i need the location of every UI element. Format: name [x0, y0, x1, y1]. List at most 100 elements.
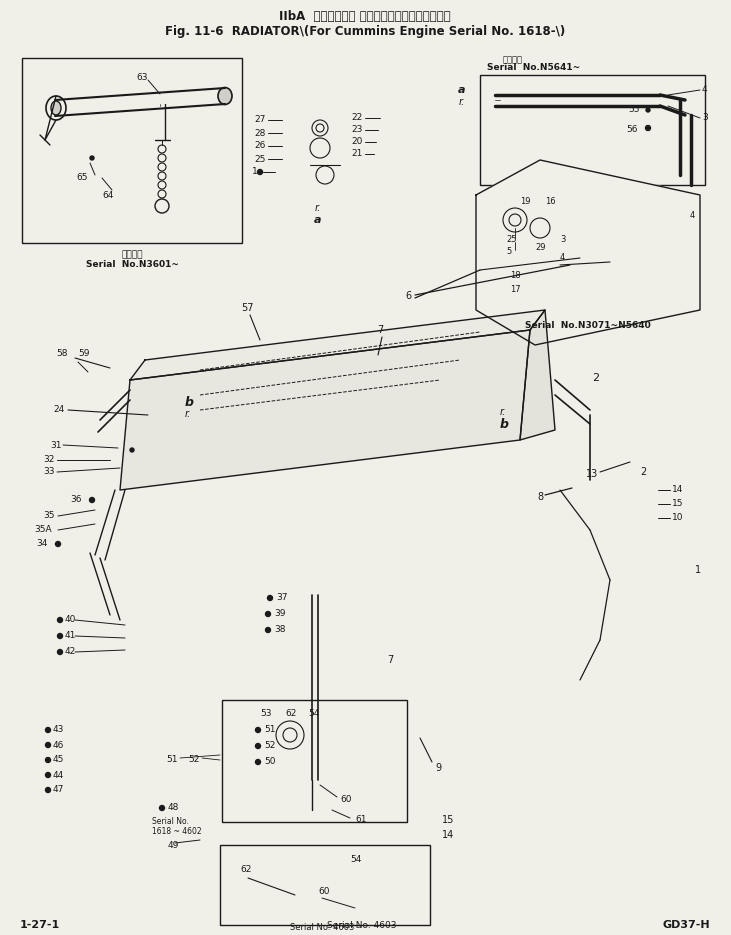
Text: 15: 15 — [442, 815, 455, 825]
Circle shape — [56, 541, 61, 546]
Text: 19: 19 — [520, 197, 531, 207]
Text: 2: 2 — [640, 467, 646, 477]
Text: 3: 3 — [702, 113, 708, 122]
Text: a: a — [458, 85, 466, 95]
Text: 60: 60 — [340, 796, 352, 804]
Text: IIbA  ラジエータ（ カミンズエンジン用通用号機: IIbA ラジエータ（ カミンズエンジン用通用号機 — [279, 9, 451, 22]
Text: 35: 35 — [44, 511, 55, 521]
Text: 15: 15 — [672, 499, 683, 509]
Text: 17: 17 — [510, 285, 520, 295]
Circle shape — [45, 727, 50, 732]
Text: 45: 45 — [53, 755, 64, 765]
Circle shape — [257, 169, 262, 175]
Text: Serial  No.N3071~N5640: Serial No.N3071~N5640 — [525, 321, 651, 329]
Text: 7: 7 — [387, 655, 393, 665]
Circle shape — [45, 742, 50, 747]
Text: 65: 65 — [76, 174, 88, 182]
Text: 20: 20 — [352, 137, 363, 147]
Text: Serial No. 4603 -: Serial No. 4603 - — [327, 920, 403, 929]
Text: 35A: 35A — [34, 525, 52, 535]
Text: 24: 24 — [54, 406, 65, 414]
Bar — [222, 700, 407, 822]
Text: 26: 26 — [254, 141, 266, 151]
Circle shape — [265, 611, 270, 616]
Circle shape — [256, 743, 260, 749]
Bar — [22, 58, 242, 243]
Text: 13: 13 — [586, 469, 598, 479]
Text: 8: 8 — [537, 492, 543, 502]
Polygon shape — [520, 310, 555, 440]
Text: 40: 40 — [65, 615, 76, 625]
Text: 58: 58 — [56, 349, 68, 357]
Text: 62: 62 — [240, 866, 251, 874]
Text: 5: 5 — [506, 248, 511, 256]
Text: 29: 29 — [535, 243, 545, 252]
Text: 4: 4 — [560, 253, 565, 263]
Text: 33: 33 — [44, 468, 55, 477]
Polygon shape — [476, 160, 700, 345]
Text: 27: 27 — [254, 116, 266, 124]
Text: 43: 43 — [53, 726, 64, 735]
Text: 25: 25 — [254, 154, 266, 164]
Text: 64: 64 — [102, 192, 114, 200]
Circle shape — [58, 650, 62, 654]
Text: 47: 47 — [53, 785, 64, 795]
Text: 1618 ~ 4602: 1618 ~ 4602 — [152, 827, 202, 837]
Text: 54: 54 — [308, 710, 319, 718]
Text: 6: 6 — [406, 291, 412, 301]
Text: 51: 51 — [264, 726, 276, 735]
Circle shape — [159, 805, 164, 811]
Text: 49: 49 — [168, 842, 179, 851]
Text: 1: 1 — [695, 565, 701, 575]
Text: 1: 1 — [252, 167, 258, 177]
Text: 14: 14 — [672, 485, 683, 495]
Text: 54: 54 — [350, 856, 361, 865]
Text: r.: r. — [315, 203, 321, 213]
Text: r.: r. — [185, 409, 192, 419]
Circle shape — [645, 125, 651, 131]
Circle shape — [256, 727, 260, 732]
Text: 図用号機: 図用号機 — [503, 55, 523, 65]
Text: 3: 3 — [560, 236, 565, 244]
Text: 50: 50 — [264, 757, 276, 767]
Text: r.: r. — [500, 407, 507, 417]
Text: 2: 2 — [592, 373, 599, 383]
Circle shape — [265, 627, 270, 632]
Text: 53: 53 — [260, 710, 271, 718]
Text: 52: 52 — [264, 741, 276, 751]
Text: 44: 44 — [53, 770, 64, 780]
Circle shape — [268, 596, 273, 600]
Text: 31: 31 — [50, 440, 62, 450]
Ellipse shape — [51, 101, 61, 115]
Circle shape — [58, 634, 62, 639]
Ellipse shape — [218, 88, 232, 105]
Text: b: b — [185, 396, 194, 409]
Polygon shape — [130, 310, 545, 380]
Text: a: a — [314, 215, 322, 225]
Circle shape — [89, 497, 94, 502]
Text: 57: 57 — [240, 303, 253, 313]
Text: 1-27-1: 1-27-1 — [20, 920, 60, 930]
Text: 16: 16 — [545, 197, 556, 207]
Ellipse shape — [46, 96, 66, 120]
Text: 55: 55 — [629, 106, 640, 114]
Text: b: b — [500, 418, 509, 430]
Text: 39: 39 — [274, 610, 286, 618]
Text: 4: 4 — [690, 210, 695, 220]
Text: 37: 37 — [276, 594, 287, 602]
Text: Serial No. 4603 -: Serial No. 4603 - — [290, 924, 360, 932]
Text: 42: 42 — [65, 648, 76, 656]
Text: 10: 10 — [672, 513, 683, 523]
Text: 59: 59 — [78, 349, 89, 357]
Bar — [220, 845, 430, 925]
Text: 18: 18 — [510, 270, 520, 280]
Text: 60: 60 — [318, 887, 330, 897]
Circle shape — [90, 156, 94, 160]
Text: 14: 14 — [442, 830, 454, 840]
Text: 62: 62 — [285, 710, 296, 718]
Text: 48: 48 — [168, 803, 179, 813]
Text: 36: 36 — [70, 496, 82, 505]
Text: Serial  No.N5641~: Serial No.N5641~ — [487, 64, 580, 73]
Polygon shape — [120, 330, 530, 490]
Text: 28: 28 — [254, 128, 266, 137]
